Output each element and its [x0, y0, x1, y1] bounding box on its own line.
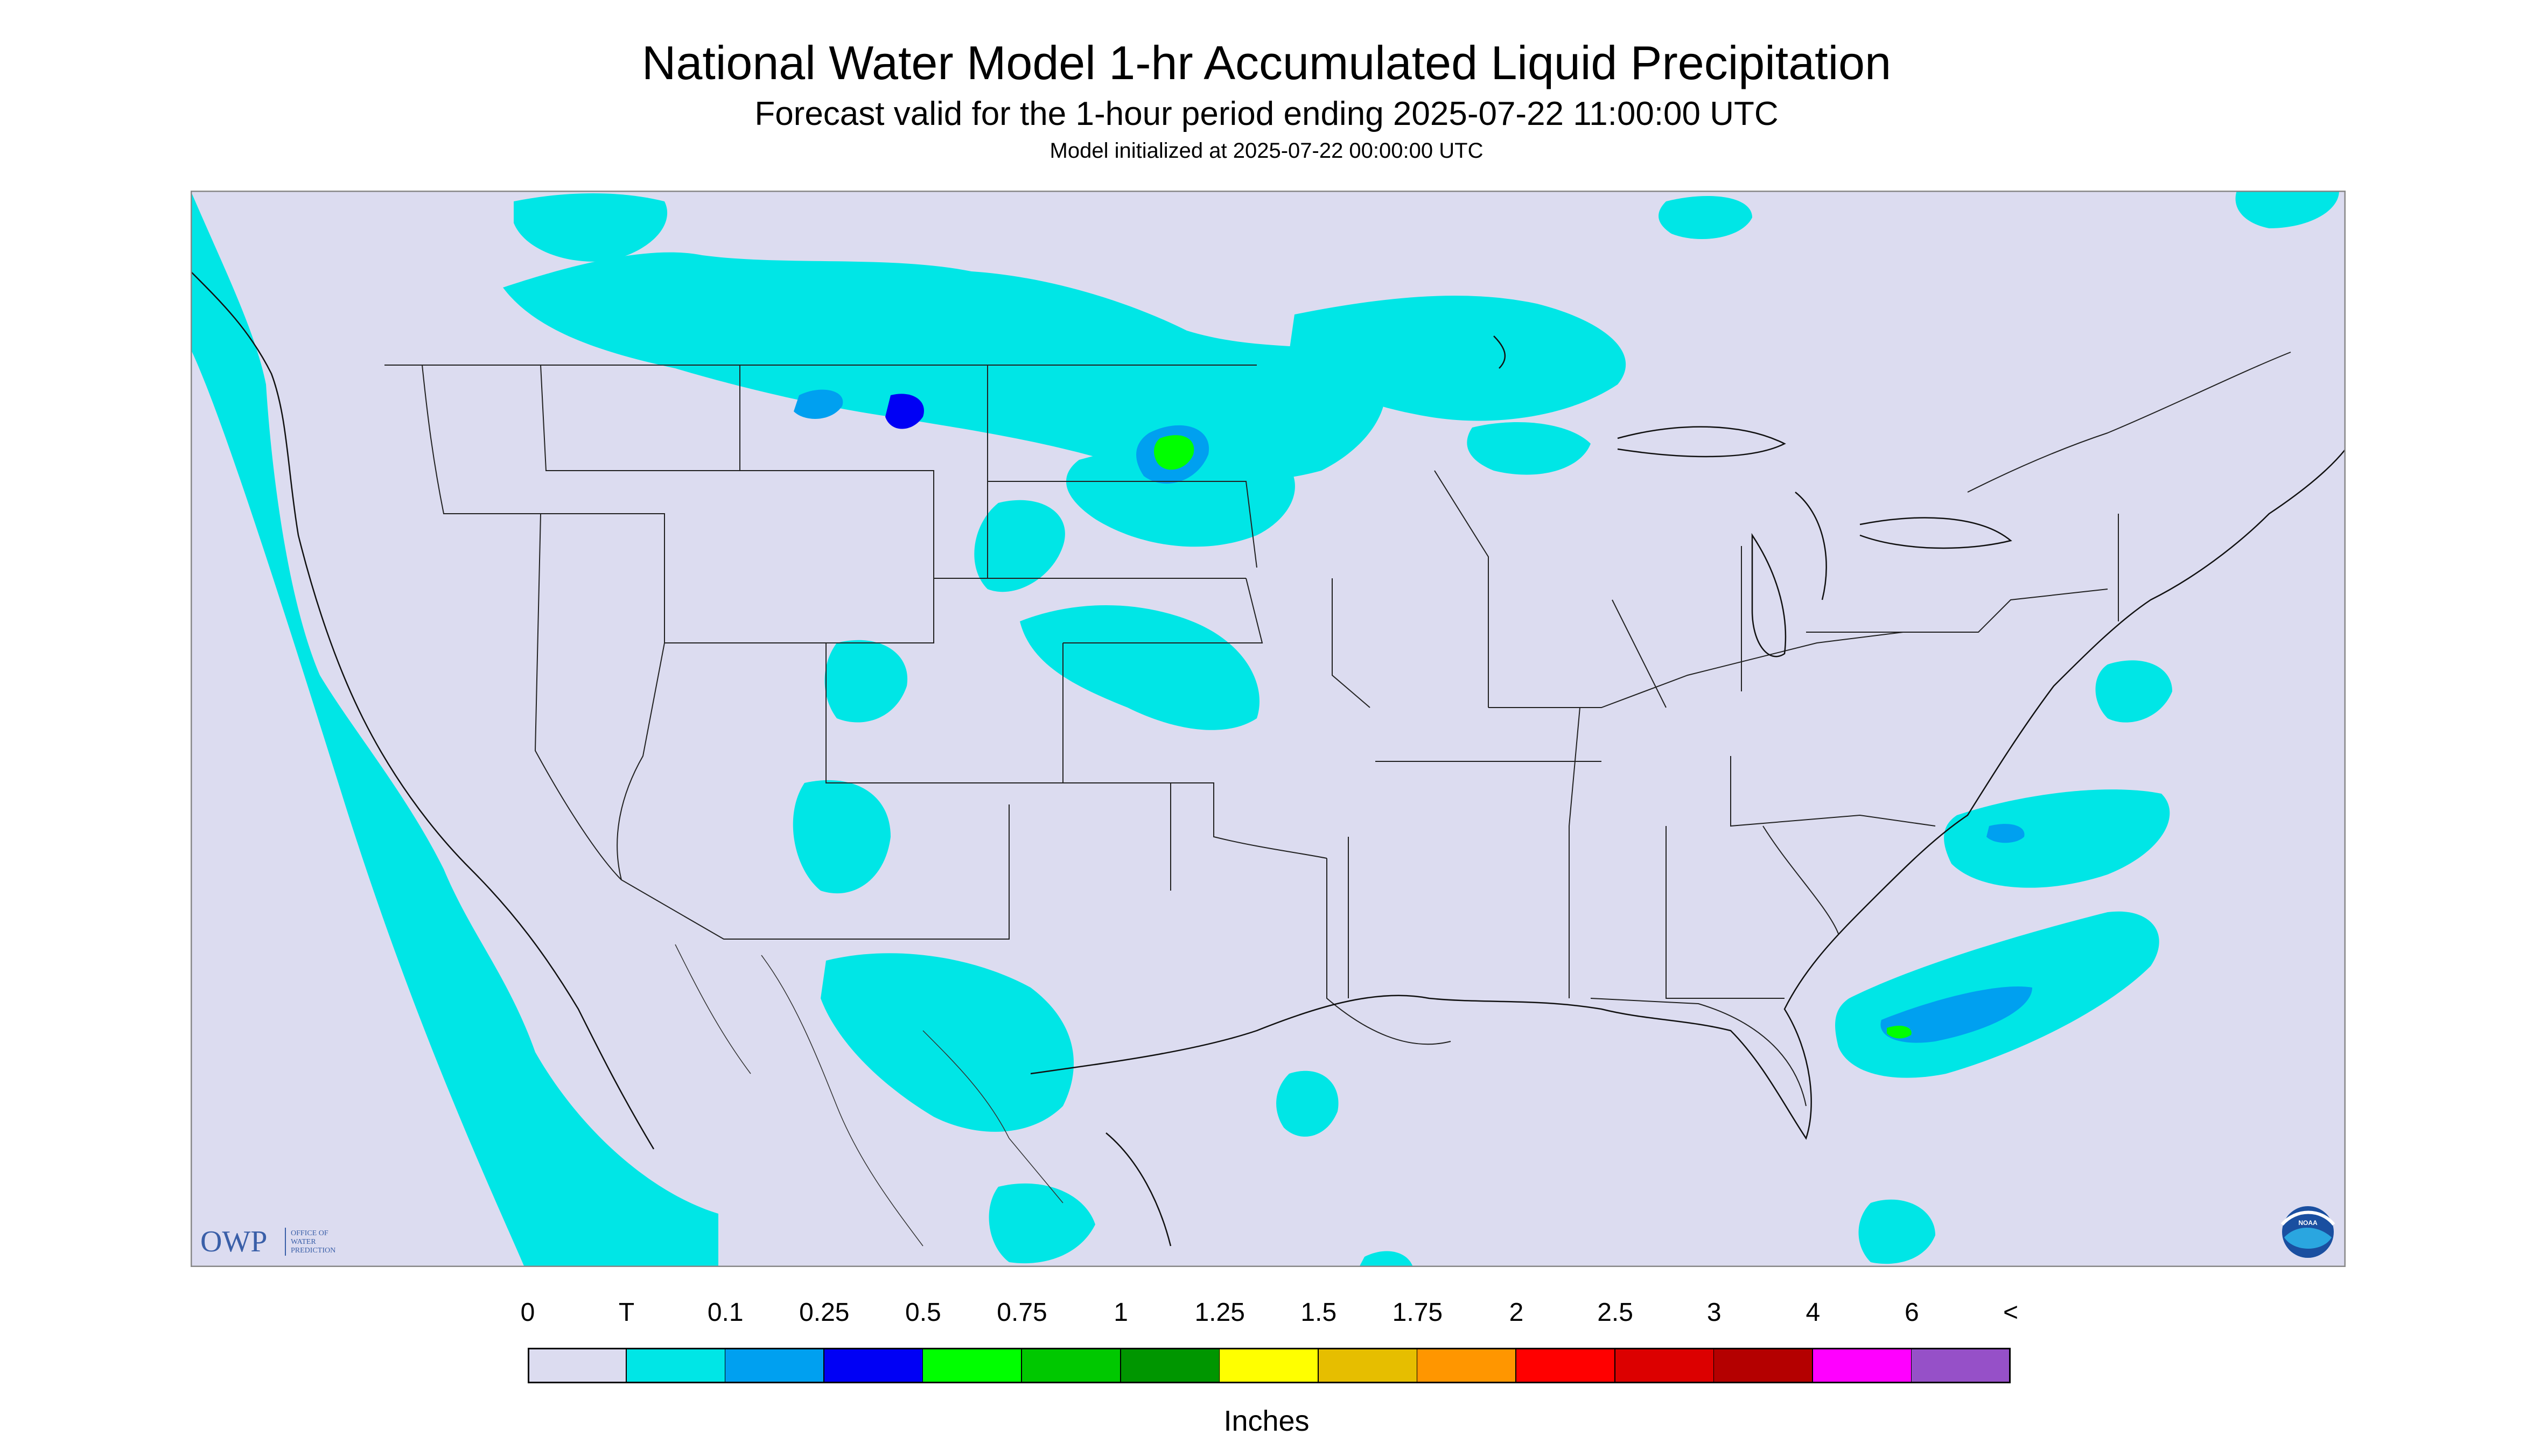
map-frame	[191, 191, 2346, 1267]
legend-label: 3	[1706, 1298, 1722, 1327]
legend-swatch	[1022, 1348, 1121, 1383]
ocean-west-precip	[191, 191, 718, 1267]
state-borders	[384, 352, 2291, 1107]
canada-north-precip	[514, 193, 668, 262]
legend-label: 6	[1905, 1298, 1919, 1327]
heavier-precip-cells	[794, 389, 2032, 1043]
legend-label: 0.1	[707, 1298, 744, 1327]
legend-swatch	[1318, 1348, 1418, 1383]
legend-swatch	[1417, 1348, 1517, 1383]
mt-cell-blue	[794, 389, 843, 419]
legend-swatch	[1516, 1348, 1615, 1383]
owp-abbr: OWP	[200, 1225, 267, 1258]
legend-label: 0.75	[997, 1298, 1047, 1327]
nebraska-precip	[1020, 605, 1259, 730]
legend-label: 2.5	[1597, 1298, 1633, 1327]
noaa-text: NOAA	[2298, 1219, 2318, 1227]
new-england-offshore-precip	[2095, 660, 2172, 723]
northeast-canada-precip	[2235, 191, 2339, 228]
mexico-south-precip	[989, 1183, 1095, 1264]
precipitation-map: OWP OFFICE OF WATER PREDICTION NOAA	[191, 191, 2346, 1267]
fl-offshore-cell	[1880, 986, 2032, 1043]
north-plains-precip	[503, 252, 1386, 482]
dakotas-precip	[1066, 438, 1295, 547]
legend-label: <	[2003, 1298, 2019, 1327]
owp-line3: PREDICTION	[291, 1247, 335, 1255]
mexico-borders	[675, 944, 1063, 1247]
legend-label: 0	[520, 1298, 535, 1327]
montana-wyoming-precip	[974, 500, 1065, 592]
legend-label: 4	[1806, 1298, 1821, 1327]
northern-mexico-precip	[821, 953, 1074, 1132]
new-mexico-precip	[793, 780, 891, 894]
legend-label: 1.5	[1300, 1298, 1337, 1327]
legend-swatch	[923, 1348, 1023, 1383]
legend-frame	[528, 1348, 2011, 1383]
quebec-precip	[1659, 196, 1752, 239]
legend-swatch	[725, 1348, 825, 1383]
legend-label: 1	[1114, 1298, 1128, 1327]
legend-units: Inches	[1223, 1405, 1310, 1437]
canada-east-precip	[1289, 296, 1626, 421]
gulf-precip	[1276, 1070, 1339, 1137]
gulf-small-precip	[1359, 1251, 1413, 1267]
mt-cell-dark-blue	[885, 394, 924, 429]
map-title: National Water Model 1-hr Accumulated Li…	[641, 36, 1892, 89]
legend-swatch	[1220, 1348, 1319, 1383]
legend-label: 1.75	[1392, 1298, 1443, 1327]
caribbean-precip	[1858, 1199, 1935, 1264]
colorado-precip	[824, 640, 908, 723]
legend-swatch	[1615, 1348, 1715, 1383]
nc-offshore-cell	[1986, 824, 2025, 843]
legend-label: T	[618, 1298, 635, 1327]
owp-line1: OFFICE OF	[291, 1229, 328, 1237]
fl-offshore-cell-green	[1887, 1025, 1912, 1039]
legend-label: 1.25	[1194, 1298, 1245, 1327]
noaa-logo: NOAA	[2280, 1206, 2335, 1258]
coastlines	[191, 271, 2346, 1247]
legend-swatch	[1813, 1348, 1912, 1383]
nd-cell-green	[1153, 435, 1194, 470]
legend-label: 2	[1509, 1298, 1524, 1327]
legend-label: 0.5	[905, 1298, 941, 1327]
owp-line2: WATER	[291, 1238, 316, 1246]
legend-swatch	[528, 1348, 627, 1383]
map-subtitle: Forecast valid for the 1-hour period end…	[754, 95, 1779, 132]
legend-swatch	[626, 1348, 726, 1383]
legend-label: 0.25	[799, 1298, 850, 1327]
legend-swatch	[1121, 1348, 1220, 1383]
legend-swatch	[824, 1348, 923, 1383]
legend-swatch	[1714, 1348, 1814, 1383]
model-init-text: Model initialized at 2025-07-22 00:00:00…	[1049, 139, 1484, 163]
owp-logo: OWP OFFICE OF WATER PREDICTION	[200, 1225, 335, 1258]
great-lakes-precip	[1467, 422, 1591, 475]
carolina-offshore-precip	[1944, 789, 2170, 888]
